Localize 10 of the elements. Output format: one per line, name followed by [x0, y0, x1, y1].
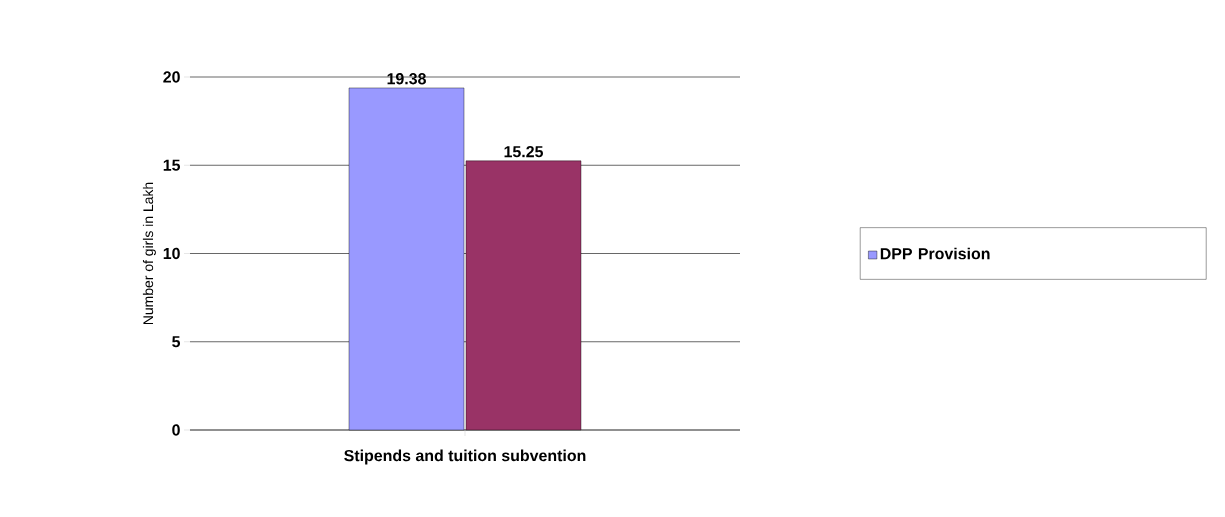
- y-tick-label: 0: [172, 424, 180, 436]
- legend-label: DPP Provision: [880, 247, 990, 260]
- y-tick-label: 20: [163, 71, 180, 83]
- y-tick-label: 15: [163, 159, 181, 171]
- data-label: 19.38: [387, 73, 426, 85]
- y-tick-label: 10: [163, 247, 180, 260]
- y-axis-title: Number of girls in Lakh: [142, 182, 156, 325]
- y-tick-label: 5: [172, 336, 181, 348]
- x-tick-label: Stipends and tuition subvention: [344, 449, 586, 465]
- data-label: 15.25: [504, 146, 543, 158]
